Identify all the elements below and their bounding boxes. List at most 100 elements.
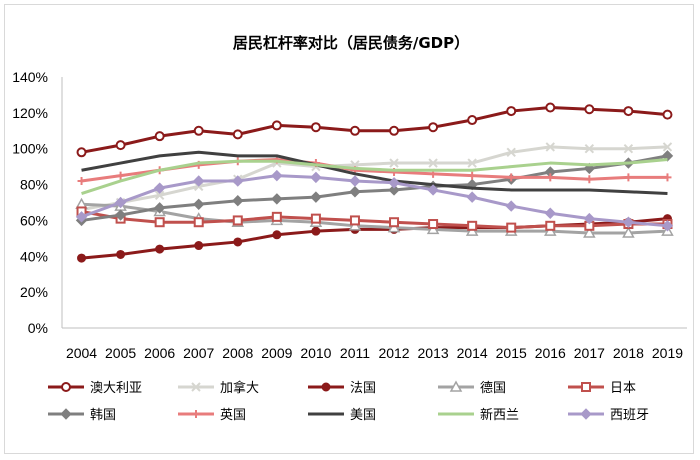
- data-point: [583, 226, 596, 238]
- data-point: [663, 173, 672, 182]
- legend-marker: [581, 382, 591, 392]
- x-tick-label: 2006: [144, 345, 175, 361]
- data-point: [427, 184, 439, 196]
- data-point: [506, 106, 517, 117]
- data-point: [467, 158, 477, 168]
- y-tick-label: 80%: [20, 177, 48, 193]
- data-point: [116, 171, 125, 180]
- data-point: [662, 109, 673, 120]
- data-point: [428, 122, 439, 133]
- data-point: [545, 102, 556, 113]
- data-point: [389, 158, 399, 168]
- data-point: [622, 226, 635, 238]
- x-tick-label: 2007: [183, 345, 214, 361]
- x-tick-label: 2013: [418, 345, 449, 361]
- data-point: [154, 190, 165, 201]
- data-point: [75, 211, 88, 223]
- data-point: [232, 129, 243, 140]
- data-point: [623, 144, 634, 154]
- legend-item: 英国: [178, 408, 246, 423]
- data-point: [310, 122, 321, 133]
- data-point: [271, 120, 282, 131]
- legend-label: 新西兰: [480, 407, 519, 423]
- legend-label: 日本: [610, 381, 636, 396]
- data-point: [232, 195, 244, 207]
- legend-item: 法国: [308, 381, 376, 396]
- data-point: [466, 191, 478, 203]
- data-point: [468, 171, 477, 180]
- data-point: [507, 173, 516, 182]
- data-point: [154, 131, 165, 142]
- data-point: [193, 175, 205, 187]
- data-point: [114, 209, 127, 221]
- legend-item: 德国: [438, 380, 506, 396]
- x-tick-label: 2016: [535, 345, 566, 361]
- legend-marker: [580, 408, 592, 420]
- data-point: [155, 244, 165, 254]
- data-point: [661, 220, 674, 232]
- legend-label: 美国: [350, 408, 376, 423]
- x-tick-label: 2012: [378, 345, 409, 361]
- data-point: [389, 217, 400, 228]
- x-tick-label: 2011: [340, 345, 370, 361]
- x-tick-label: 2017: [574, 345, 605, 361]
- data-point: [116, 249, 126, 259]
- data-point: [467, 115, 478, 126]
- legend-label: 西班牙: [610, 408, 649, 423]
- data-point: [153, 202, 166, 214]
- legend-marker: [449, 380, 463, 392]
- data-point: [585, 175, 594, 184]
- series-line: [81, 157, 668, 195]
- legend-marker: [321, 382, 331, 392]
- data-point: [114, 196, 127, 209]
- series-line: [81, 202, 668, 235]
- data-point: [272, 230, 282, 240]
- data-point: [624, 173, 633, 182]
- series-line: [81, 105, 668, 154]
- x-tick-label: 2008: [222, 345, 253, 361]
- legend-label: 德国: [480, 381, 506, 396]
- data-point: [76, 147, 87, 158]
- data-point: [77, 176, 86, 185]
- data-point: [388, 177, 400, 189]
- data-point: [349, 175, 361, 187]
- x-tick-label: 2005: [105, 345, 136, 361]
- legend-marker: [192, 410, 200, 418]
- data-point: [545, 220, 556, 231]
- x-tick-label: 2015: [496, 345, 527, 361]
- legend-label: 法国: [350, 381, 376, 396]
- legend-label: 韩国: [90, 408, 116, 423]
- data-point: [428, 219, 439, 230]
- x-tick-label: 2014: [457, 345, 488, 361]
- series-line: [81, 145, 668, 212]
- legend-label: 加拿大: [220, 380, 259, 396]
- legend-item: 新西兰: [438, 407, 519, 423]
- data-point: [310, 213, 321, 224]
- data-point: [583, 212, 596, 225]
- x-tick-label: 2018: [613, 345, 644, 361]
- data-point: [153, 182, 166, 194]
- data-point: [115, 140, 126, 151]
- series-line: [81, 174, 668, 228]
- data-point: [233, 237, 243, 247]
- data-point: [349, 186, 361, 198]
- data-point: [232, 215, 243, 226]
- legend-item: 韩国: [48, 408, 116, 423]
- y-tick-label: 140%: [12, 69, 48, 85]
- data-point: [389, 125, 400, 136]
- data-point: [545, 142, 555, 152]
- data-point: [428, 158, 438, 168]
- legend-item: 加拿大: [178, 380, 259, 396]
- x-tick-label: 2004: [66, 345, 97, 361]
- data-point: [271, 169, 283, 182]
- data-point: [622, 216, 635, 228]
- data-point: [310, 191, 322, 203]
- y-tick-label: 120%: [12, 105, 48, 121]
- legend-item: 日本: [568, 381, 636, 396]
- series-1: [76, 142, 673, 215]
- data-point: [193, 198, 205, 210]
- data-point: [310, 171, 322, 184]
- legend-marker: [60, 408, 72, 420]
- data-point: [232, 175, 244, 187]
